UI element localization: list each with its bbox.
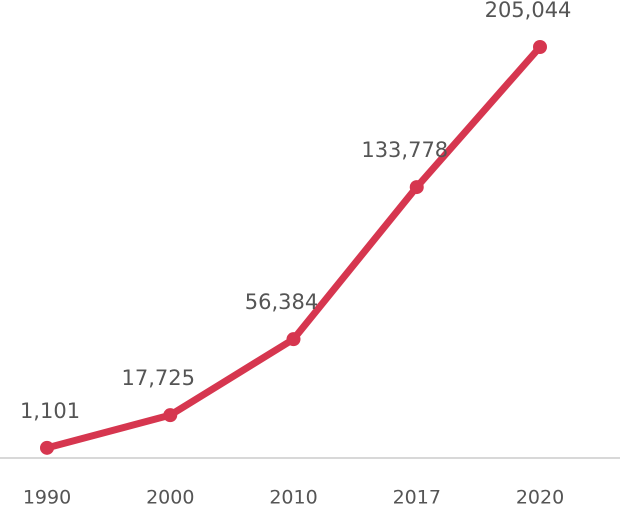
value-label: 133,778 xyxy=(361,138,448,162)
value-label: 205,044 xyxy=(485,0,572,22)
point xyxy=(286,332,301,347)
x-tick-label: 2017 xyxy=(393,487,441,509)
value-label: 1,101 xyxy=(20,399,80,423)
x-tick-label: 2010 xyxy=(269,487,317,509)
point xyxy=(533,40,547,54)
value-label: 17,725 xyxy=(122,366,195,390)
x-tick-label: 2000 xyxy=(146,487,194,509)
value-label: 56,384 xyxy=(245,290,318,314)
point xyxy=(163,408,178,423)
point xyxy=(40,440,54,455)
x-tick-label: 2020 xyxy=(516,487,564,509)
x-tick-label: 1990 xyxy=(23,487,71,509)
point xyxy=(409,180,424,195)
